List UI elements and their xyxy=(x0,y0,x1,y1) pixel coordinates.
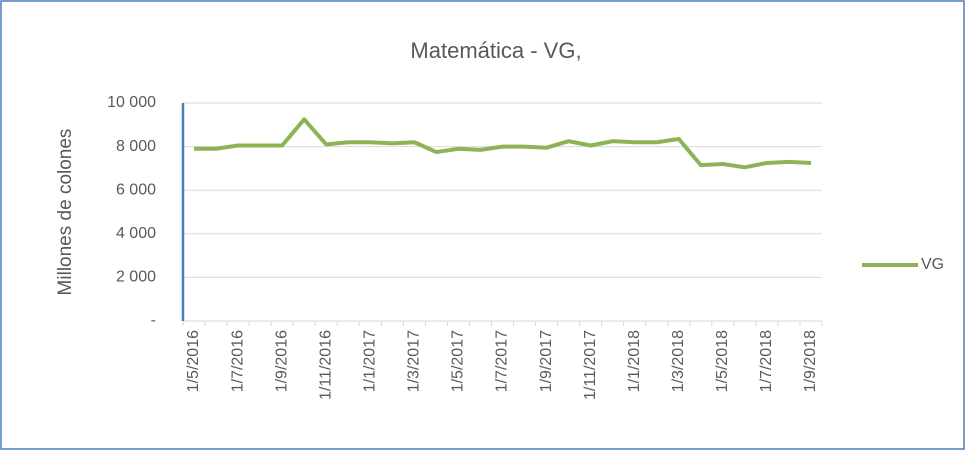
x-tick-label: 1/5/2017 xyxy=(450,330,467,392)
legend-label: VG xyxy=(921,256,944,273)
x-tick-label: 1/3/2017 xyxy=(406,330,423,392)
y-tick-label: 6 000 xyxy=(116,181,156,198)
x-tick-label: 1/9/2017 xyxy=(538,330,555,392)
chart-title: Matemática - VG, xyxy=(410,38,581,63)
y-tick-label: 10 000 xyxy=(107,94,156,111)
x-tick-label: 1/11/2016 xyxy=(317,330,334,400)
x-tick-label: 1/1/2017 xyxy=(362,330,379,392)
x-tick-label: 1/9/2018 xyxy=(802,330,819,392)
x-tick-label: 1/5/2018 xyxy=(714,330,731,392)
x-tick-label: 1/11/2017 xyxy=(582,330,599,400)
y-tick-label: 2 000 xyxy=(116,269,156,286)
y-tick-label: 4 000 xyxy=(116,225,156,242)
x-tick-label: 1/1/2018 xyxy=(626,330,643,392)
line-series xyxy=(194,117,812,170)
x-tick-label: 1/7/2016 xyxy=(229,330,246,392)
x-tick-label: 1/7/2018 xyxy=(758,330,775,392)
x-tick-label: 1/9/2016 xyxy=(273,330,290,392)
y-tick-label: 8 000 xyxy=(116,138,156,155)
x-tick-label: 1/5/2016 xyxy=(185,330,202,392)
y-axis-label: Millones de colones xyxy=(55,129,76,296)
x-tick-label: 1/3/2018 xyxy=(670,330,687,392)
x-tick-label: 1/7/2017 xyxy=(494,330,511,392)
y-tick-label: - xyxy=(151,312,156,329)
